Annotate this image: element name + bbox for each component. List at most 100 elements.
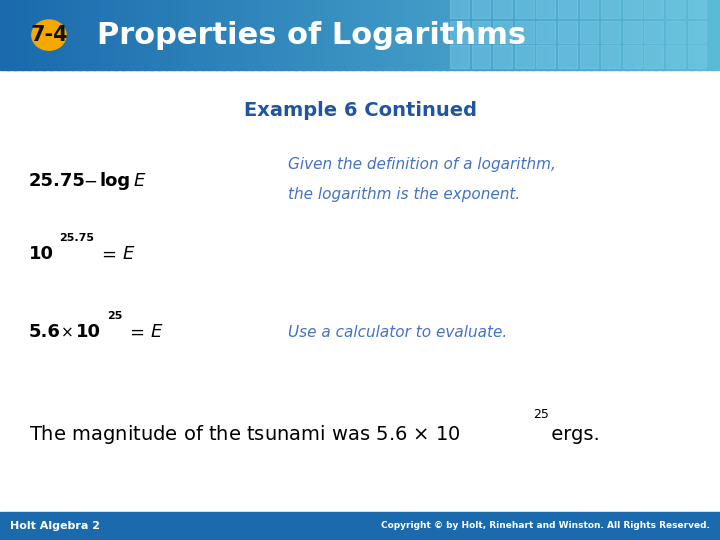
Bar: [515, 0, 534, 18]
Bar: [216, 0, 225, 70]
Bar: [187, 0, 196, 70]
Bar: [324, 0, 333, 70]
Bar: [281, 0, 289, 70]
Bar: [418, 0, 426, 70]
Bar: [662, 0, 671, 70]
Bar: [619, 0, 628, 70]
Bar: [295, 0, 304, 70]
Text: 10: 10: [29, 245, 54, 263]
Bar: [144, 0, 153, 70]
Text: Properties of Logarithms: Properties of Logarithms: [97, 21, 526, 50]
Bar: [58, 0, 66, 70]
Bar: [623, 45, 642, 68]
Text: 25: 25: [107, 311, 122, 321]
Bar: [472, 21, 490, 43]
Bar: [0, 0, 9, 70]
Bar: [583, 0, 592, 70]
Bar: [648, 0, 657, 70]
Bar: [310, 0, 318, 70]
Bar: [101, 0, 109, 70]
Bar: [446, 0, 455, 70]
Bar: [79, 0, 88, 70]
Bar: [450, 45, 469, 68]
Bar: [623, 21, 642, 43]
Bar: [338, 0, 347, 70]
Bar: [515, 45, 534, 68]
Bar: [194, 0, 203, 70]
Bar: [432, 0, 441, 70]
Bar: [425, 0, 433, 70]
Bar: [382, 0, 390, 70]
Bar: [511, 0, 520, 70]
Bar: [691, 0, 700, 70]
Bar: [601, 21, 620, 43]
Bar: [493, 0, 512, 18]
Bar: [288, 0, 297, 70]
Bar: [612, 0, 621, 70]
Bar: [554, 0, 563, 70]
Bar: [94, 0, 102, 70]
Bar: [374, 0, 383, 70]
Text: 25.75: 25.75: [29, 172, 86, 190]
Bar: [666, 45, 685, 68]
Bar: [151, 0, 160, 70]
Text: Holt Algebra 2: Holt Algebra 2: [10, 521, 100, 531]
Bar: [598, 0, 606, 70]
Text: log: log: [99, 172, 130, 190]
Bar: [688, 45, 706, 68]
Bar: [623, 0, 642, 18]
Bar: [605, 0, 613, 70]
Bar: [130, 0, 138, 70]
Bar: [504, 0, 513, 70]
Text: $-$: $-$: [83, 172, 97, 190]
Bar: [115, 0, 124, 70]
Bar: [403, 0, 412, 70]
Bar: [274, 0, 282, 70]
Bar: [558, 0, 577, 18]
Bar: [259, 0, 268, 70]
Bar: [367, 0, 376, 70]
Text: $E$: $E$: [150, 323, 163, 341]
Bar: [86, 0, 95, 70]
Bar: [180, 0, 189, 70]
Bar: [0, 512, 720, 540]
Bar: [580, 45, 598, 68]
Bar: [536, 45, 555, 68]
Bar: [331, 0, 340, 70]
Bar: [706, 0, 714, 70]
Bar: [266, 0, 275, 70]
Bar: [540, 0, 549, 70]
Bar: [688, 21, 706, 43]
Bar: [137, 0, 145, 70]
Bar: [360, 0, 369, 70]
Text: 5.6: 5.6: [29, 323, 60, 341]
Bar: [644, 21, 663, 43]
Bar: [122, 0, 131, 70]
Bar: [245, 0, 253, 70]
Bar: [518, 0, 527, 70]
Text: 25.75: 25.75: [59, 233, 94, 242]
Bar: [43, 0, 52, 70]
Bar: [670, 0, 678, 70]
Bar: [558, 21, 577, 43]
Bar: [626, 0, 635, 70]
Text: 25: 25: [534, 408, 549, 421]
Bar: [576, 0, 585, 70]
Bar: [353, 0, 361, 70]
Bar: [526, 0, 534, 70]
Bar: [493, 45, 512, 68]
Bar: [173, 0, 181, 70]
Bar: [7, 0, 16, 70]
Text: Copyright © by Holt, Rinehart and Winston. All Rights Reserved.: Copyright © by Holt, Rinehart and Winsto…: [381, 522, 710, 530]
Bar: [238, 0, 246, 70]
Text: $E$: $E$: [133, 172, 147, 190]
Bar: [536, 0, 555, 18]
Bar: [108, 0, 117, 70]
Text: Given the definition of a logarithm,: Given the definition of a logarithm,: [288, 157, 556, 172]
Text: 7-4: 7-4: [30, 25, 68, 45]
Text: $=$: $=$: [126, 323, 145, 341]
Text: 10: 10: [76, 323, 102, 341]
Bar: [655, 0, 664, 70]
Bar: [482, 0, 491, 70]
Bar: [580, 21, 598, 43]
